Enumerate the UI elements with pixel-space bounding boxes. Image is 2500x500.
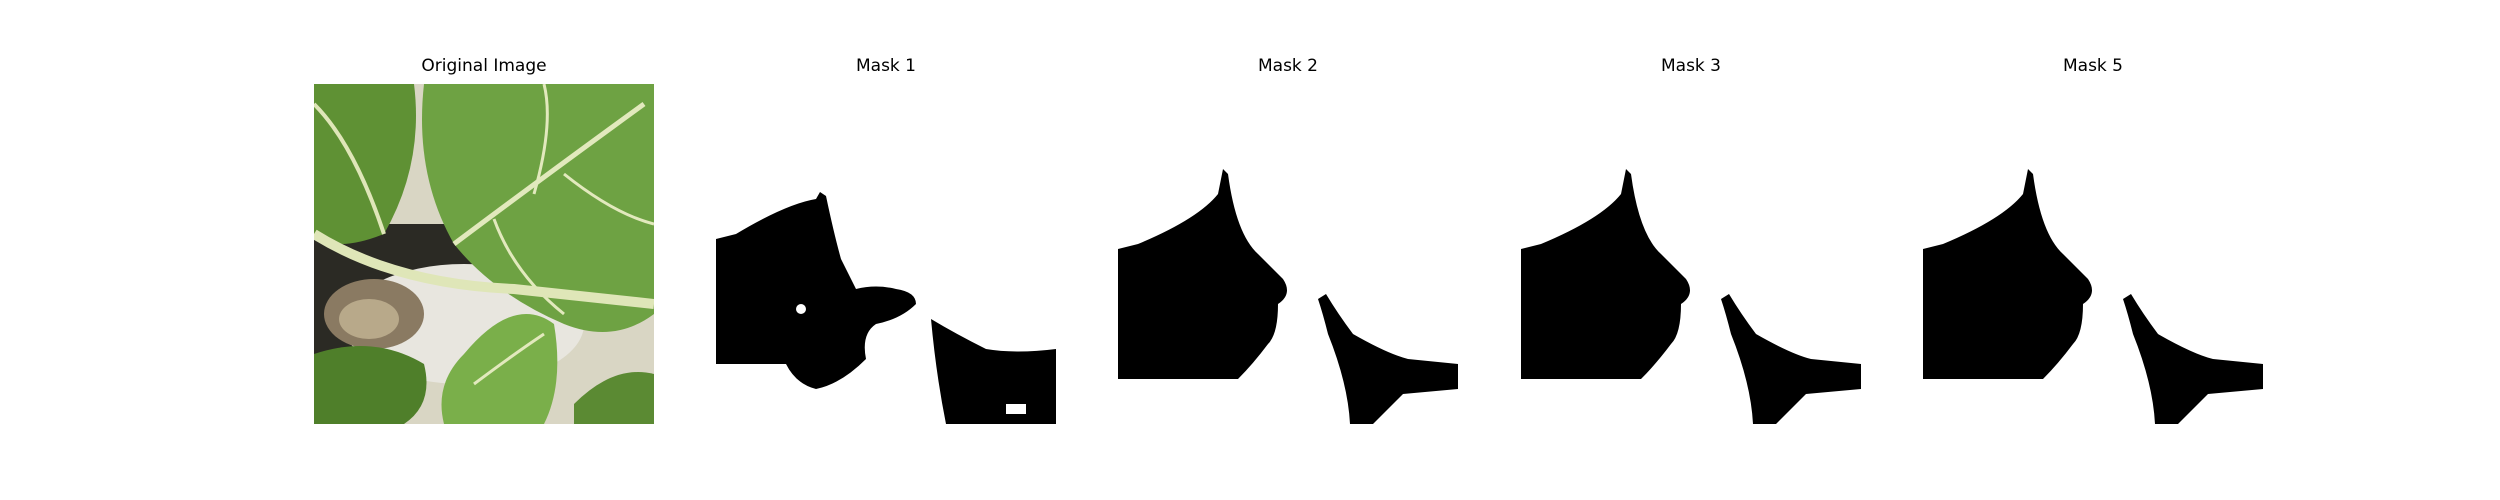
leaf-photo [314,84,654,424]
mask-image [1923,84,2263,424]
panel-title: Mask 2 [1118,56,1458,76]
mask-1-shape [716,84,1056,424]
mask-2-shape [1118,84,1458,424]
mask-5-shape [1923,84,2263,424]
panel-title: Original Image [314,56,654,76]
mask-3-shape [1521,84,1861,424]
panel-title: Mask 3 [1521,56,1861,76]
panel-title: Mask 1 [716,56,1056,76]
mask-image [1521,84,1861,424]
panel-title: Mask 5 [1923,56,2263,76]
original-image [314,84,654,424]
mask-image [716,84,1056,424]
mask-image [1118,84,1458,424]
